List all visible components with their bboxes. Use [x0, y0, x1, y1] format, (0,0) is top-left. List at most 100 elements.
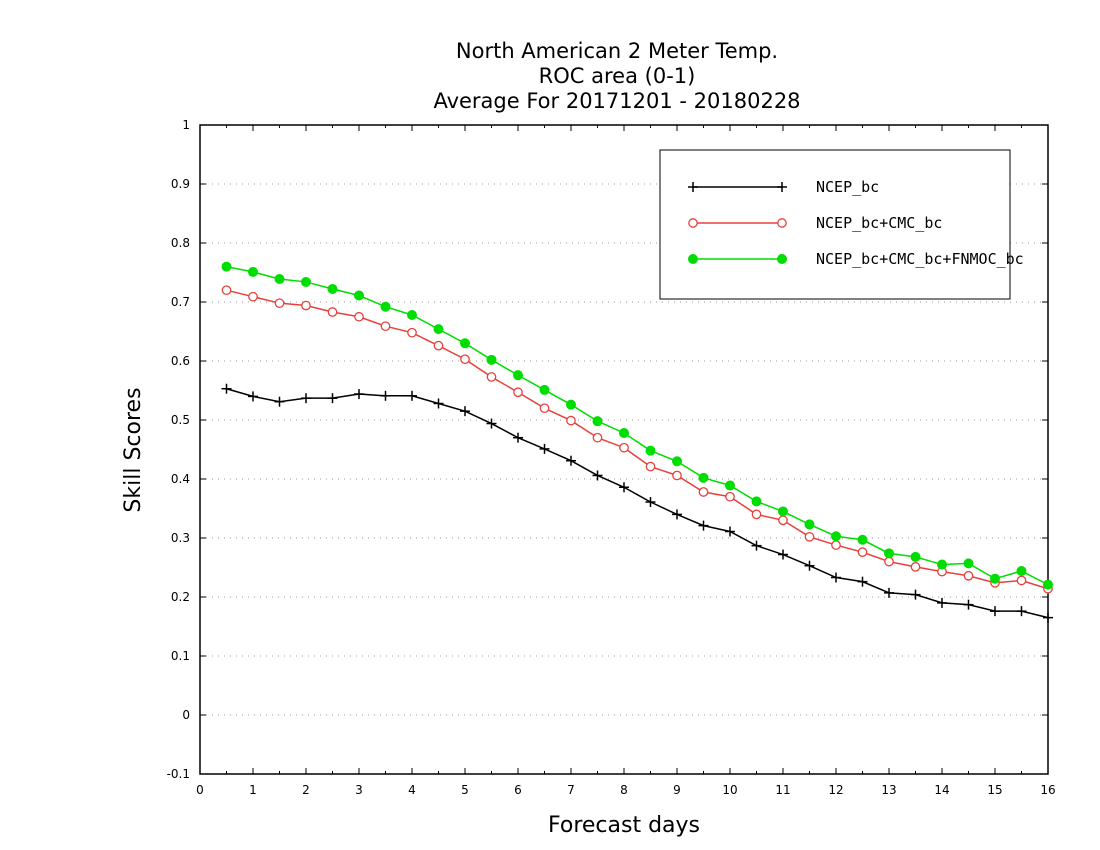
legend-marker — [777, 182, 787, 192]
data-point — [857, 576, 868, 587]
legend-marker — [688, 218, 698, 228]
x-tick-label: 5 — [461, 783, 469, 797]
legend-label: NCEP_bc+CMC_bc — [816, 214, 942, 232]
data-point — [592, 416, 603, 427]
x-axis-title: Forecast days — [548, 813, 700, 838]
data-point — [804, 519, 815, 530]
data-point — [380, 321, 391, 332]
y-tick-label: 0.8 — [171, 236, 190, 250]
series-1 — [221, 383, 1053, 623]
series-line — [226, 388, 1049, 619]
data-point — [354, 311, 364, 322]
data-point — [380, 390, 391, 401]
data-point — [1043, 579, 1053, 590]
x-tick-label: 14 — [934, 783, 949, 797]
data-point — [327, 307, 338, 317]
x-tick-label: 10 — [722, 783, 737, 797]
data-point — [619, 427, 629, 438]
data-point — [566, 415, 576, 426]
x-tick-label: 13 — [881, 783, 896, 797]
data-point — [539, 443, 550, 454]
data-point — [884, 587, 894, 598]
data-point — [778, 515, 788, 526]
data-point — [433, 324, 444, 335]
data-point — [645, 497, 656, 508]
x-tick-label: 2 — [302, 783, 310, 797]
legend-entry-2: NCEP_bc+CMC_bc — [688, 214, 942, 232]
data-point — [486, 354, 497, 365]
plot-frame — [199, 124, 1049, 775]
data-point — [937, 597, 947, 608]
data-point — [513, 387, 523, 398]
data-point — [831, 540, 841, 550]
data-point — [804, 531, 815, 542]
legend-marker — [688, 182, 698, 192]
data-point — [645, 445, 656, 456]
y-axis-title: Skill Scores — [121, 387, 146, 512]
legend-box — [659, 149, 1011, 300]
data-point — [407, 309, 417, 320]
x-tick-label: 11 — [775, 783, 790, 797]
data-point — [672, 470, 682, 481]
legend-entries: NCEP_bc NCEP_bc+CMC_bc NCEP_bc+CMC_bc+FNMO… — [688, 178, 1024, 268]
data-point — [221, 285, 232, 296]
data-point — [327, 393, 338, 404]
data-point — [672, 456, 682, 467]
series-lines — [221, 261, 1053, 623]
data-point — [539, 384, 550, 395]
legend-entry-1: NCEP_bc — [688, 178, 879, 196]
data-point — [884, 548, 894, 559]
title-line-2: ROC area (0-1) — [539, 64, 696, 88]
x-tick-label: 15 — [987, 783, 1002, 797]
data-point — [433, 398, 444, 409]
data-point — [566, 399, 576, 410]
series-line — [226, 289, 1049, 590]
data-point — [301, 393, 311, 404]
data-point — [831, 531, 841, 542]
data-point — [592, 470, 603, 481]
title-line-1: North American 2 Meter Temp. — [456, 39, 778, 63]
x-tick-label: 16 — [1040, 783, 1055, 797]
y-tick-label: 0.7 — [171, 295, 190, 309]
data-point — [698, 487, 709, 497]
y-tick-label: 0.3 — [171, 531, 190, 545]
y-tick-label: 0 — [182, 708, 190, 722]
legend-marker — [688, 254, 698, 264]
legend-marker — [777, 218, 787, 228]
data-point — [725, 526, 735, 537]
x-tick-label: 3 — [355, 783, 363, 797]
data-point — [248, 391, 258, 402]
data-point — [513, 370, 523, 381]
legend-entry-3: NCEP_bc+CMC_bc+FNMOC_bc — [688, 250, 1024, 268]
data-point — [274, 273, 285, 284]
data-point — [460, 354, 470, 365]
y-tick-label: 0.2 — [171, 590, 190, 604]
data-point — [619, 482, 629, 493]
data-point — [751, 509, 762, 520]
data-point — [354, 290, 364, 301]
data-point — [751, 540, 762, 551]
data-point — [1043, 612, 1053, 623]
data-point — [566, 455, 576, 466]
series-2 — [221, 285, 1053, 594]
data-point — [645, 461, 656, 472]
data-point — [248, 291, 258, 302]
data-point — [513, 432, 523, 443]
data-point — [486, 372, 497, 382]
data-point — [274, 396, 285, 407]
x-tick-label: 4 — [408, 783, 416, 797]
legend-label: NCEP_bc — [816, 178, 879, 196]
y-tick-label: 0.6 — [171, 354, 190, 368]
data-point — [619, 442, 629, 453]
data-point — [698, 520, 709, 531]
y-tick-label: 0.9 — [171, 177, 190, 191]
data-point — [910, 551, 921, 562]
data-point — [354, 389, 364, 400]
data-point — [433, 340, 444, 351]
legend-label: NCEP_bc+CMC_bc+FNMOC_bc — [816, 250, 1024, 268]
y-tick-label: 0.5 — [171, 413, 190, 427]
title-line-3: Average For 20171201 - 20180228 — [433, 89, 800, 113]
data-point — [460, 406, 470, 417]
y-tick-label: 1 — [182, 118, 190, 132]
